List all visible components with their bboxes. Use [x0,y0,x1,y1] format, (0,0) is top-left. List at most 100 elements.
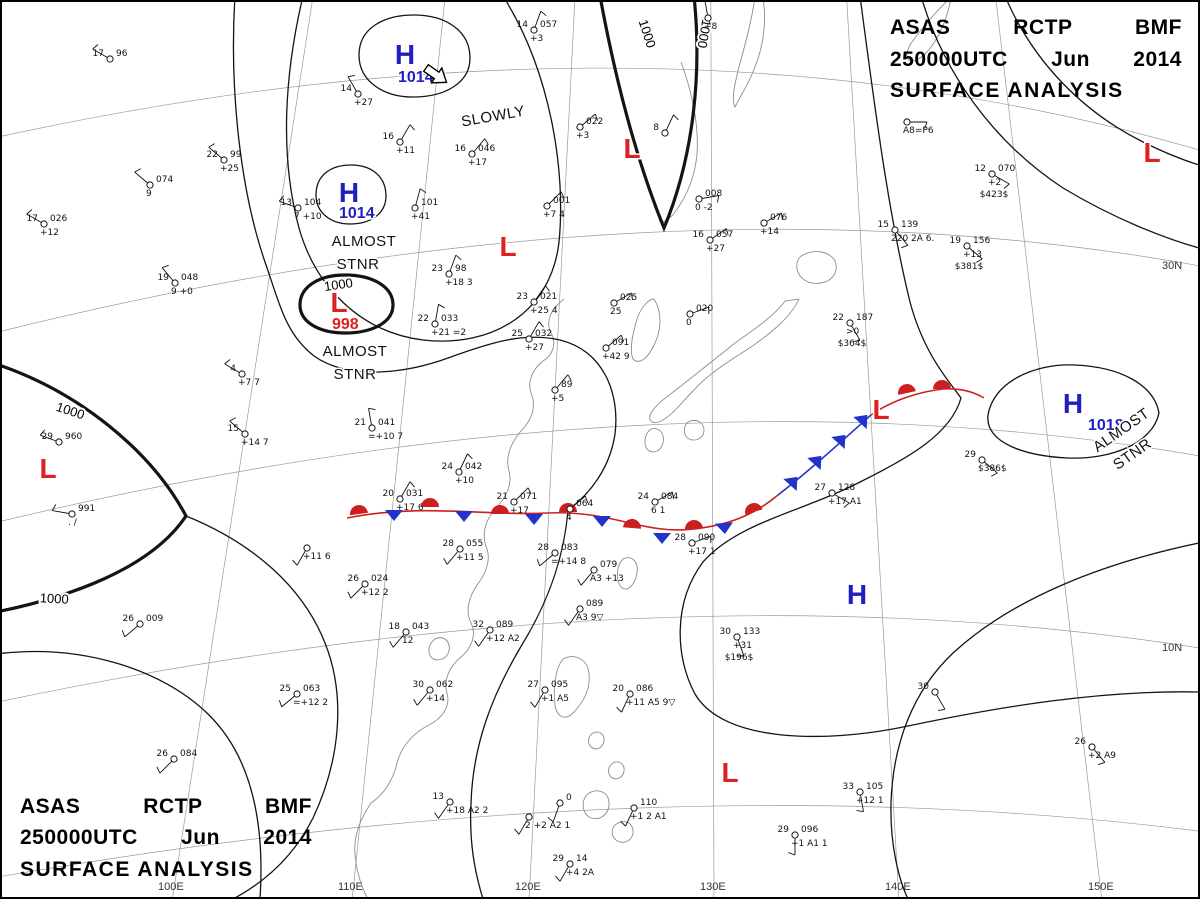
wind-barb-feather [527,487,532,495]
station-pressure: 960 [65,432,82,442]
wind-barb-feather [467,453,473,460]
station-circle [610,299,618,307]
station-pressure: 105 [866,782,883,792]
station-plot: 076+14 [760,212,787,237]
station-data: 6 1 [651,506,665,516]
wind-barb-feather [924,121,928,129]
wind-barb-feather [538,321,544,328]
wind-barb-feather [673,114,679,121]
longitude-line [995,2,1102,897]
station-plot: 20 031 +17 6 [383,481,424,513]
station-data: +1 2 A1 [630,812,667,822]
station-data: +12 [40,228,59,238]
station-plot: +8 [704,2,718,32]
station-pressure: 99 [230,150,242,160]
wind-barb-feather [389,641,394,648]
wind-barb-feather [555,875,561,882]
latitude-line [2,421,1198,522]
station-pressure: 041 [378,418,395,428]
station-plot: 091 +42 9 [602,334,630,362]
station-data: A8=P6 [903,126,934,136]
station-pressure: 98 [455,264,467,274]
station-pressure: 048 [181,273,198,283]
station-data: +2 [988,178,1001,188]
low-pressure-center: L [39,453,56,484]
high-pressure-center: H [339,177,359,208]
station-pressure: 096 [801,825,818,835]
station-circle [55,438,63,446]
wind-barb-feather [991,472,998,477]
station-circle [704,14,712,22]
wind-barb-feather [530,701,536,708]
station-plot: 008 0 -2 [695,189,722,213]
latitude-line [2,67,1198,151]
station-data: 4 [566,513,572,523]
station-plot: 21 071 +17 [497,487,537,516]
isobar [315,164,387,225]
station-temperature: 27 [528,680,539,690]
wind-barb-feather [616,706,622,713]
station-circle [396,138,404,146]
station-circle [931,688,939,696]
station-temperature: 28 [443,539,455,549]
station-pressure: 032 [535,329,552,339]
station-plot: 101+41 [411,188,438,222]
coastline [608,761,625,780]
station-plot: 25 032 +27 [512,321,552,353]
wind-barb-feather [224,359,231,365]
wind-barb-feather [278,700,283,708]
cold-front-symbol [783,476,798,492]
wind-barb-feather [292,559,298,566]
station-plot: 20 086 +11 A5 9▽ [613,684,675,713]
station-plot: 28 055 +11 5 [443,539,484,565]
station-data: +18 3 [445,278,473,288]
station-pressure: 104 [304,198,321,208]
wind-barb-feather [409,124,415,131]
station-pressure: 095 [551,680,568,690]
station-circle [576,123,584,131]
station-temperature: 21 [355,418,366,428]
station-pressure: 070 [998,164,1015,174]
station-data: 7 +10 [294,212,322,222]
isobar [922,2,1198,249]
cold-front-symbol [653,533,671,544]
station-data: 0 [686,318,692,328]
station-data: +27 [354,98,373,108]
wind-barb-feather [577,579,582,586]
station-temperature: 19 [950,236,962,246]
station-circle [106,55,114,63]
movement-arrow-icon [422,63,448,84]
station-circle [456,545,464,553]
station-data: 9 [146,189,152,199]
coastline [644,428,664,453]
cold-front-symbol [455,511,473,522]
station-circle [445,270,453,278]
station-data: +42 9 [602,352,630,362]
station-circle [891,226,899,234]
wind-barb-feather [121,630,126,638]
pressure-center-value: 1018 [1088,417,1124,434]
wind-barb-feather [536,559,541,567]
wind-barb-feather [134,168,141,173]
station-data: +14 [760,227,779,237]
station-plot: 22 033 +21 =2 [418,303,466,338]
station-temperature: 15 [878,220,889,230]
station-data: +7 4 [543,210,565,220]
longitude-line [710,2,715,897]
station-plot: 020 0 [686,304,713,328]
chart-type-line: SURFACE ANALYSIS [20,857,254,881]
wind-barb-feather [545,285,550,292]
station-data: +3 [530,34,543,44]
latitude-line [2,228,1198,332]
chart-title-bottom-left: ASAS RCTP BMF 250000UTC Jun 2014 SURFACE… [20,791,312,886]
wind-barb-feather [560,191,565,199]
chart-time-line: 250000UTC Jun 2014 [890,47,1182,71]
station-temperature: 27 [815,483,826,493]
station-circle [978,456,986,464]
station-data: +17 1 [688,547,716,557]
wind-barb-feather [853,339,861,342]
wind-barb-feather [419,188,427,194]
